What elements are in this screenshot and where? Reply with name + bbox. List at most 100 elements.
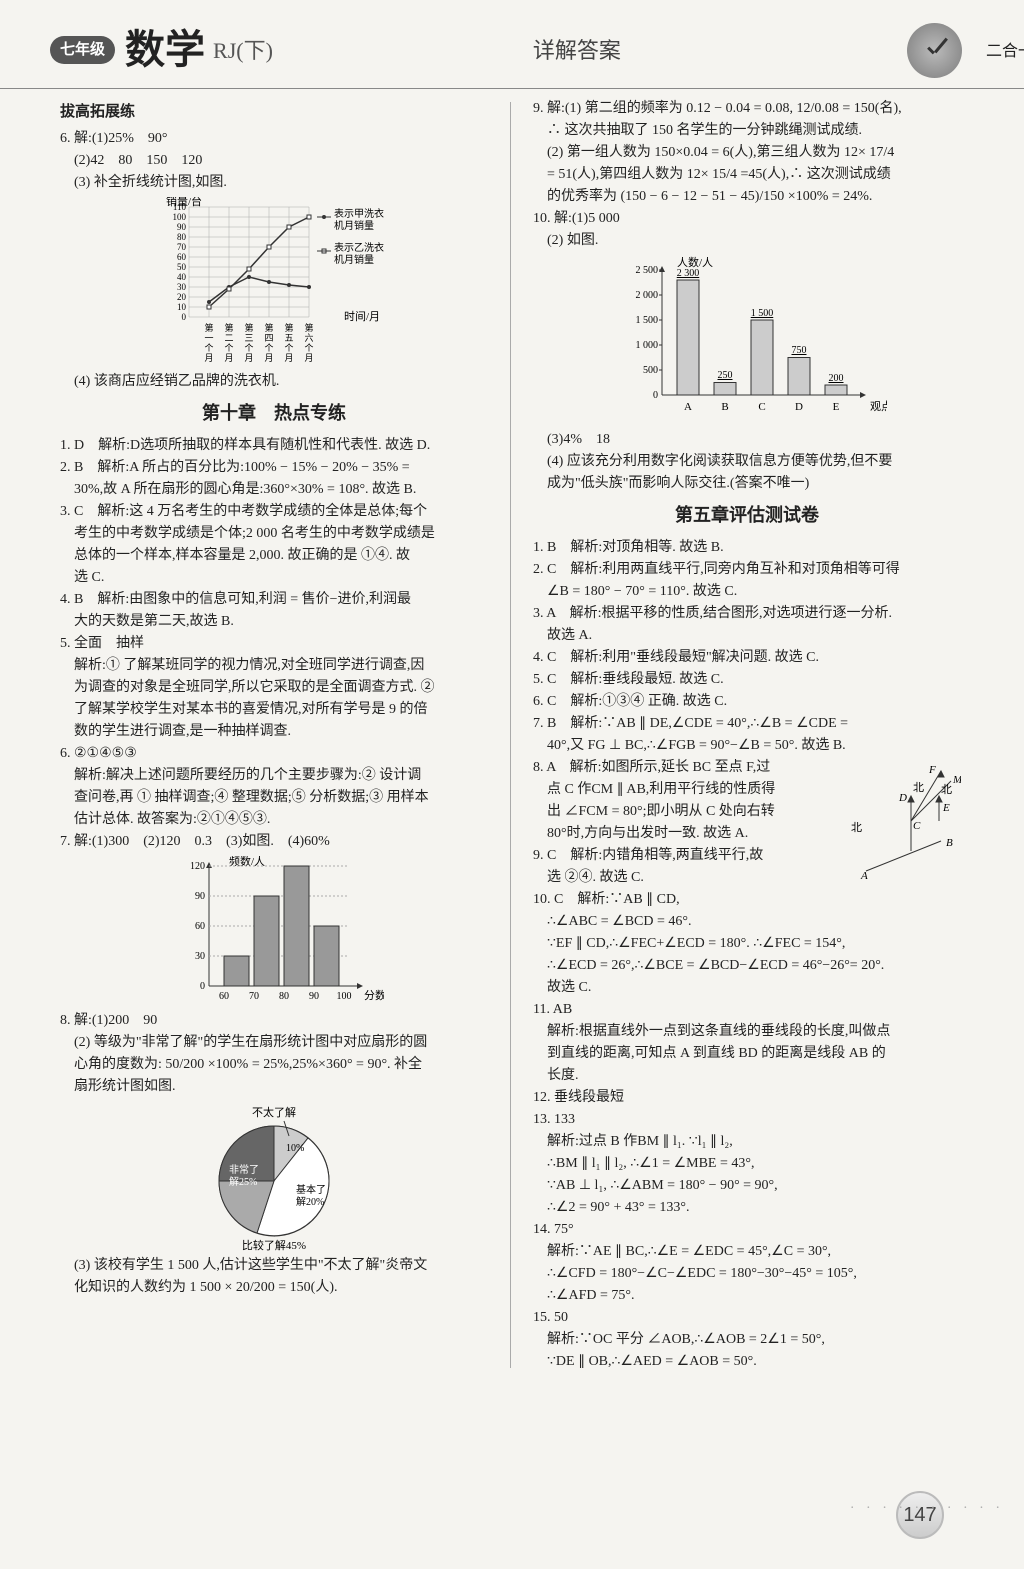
svg-text:五: 五 xyxy=(284,333,293,343)
l-q8e: (3) 该校有学生 1 500 人,估计这些学生中"不太了解"炎帝文 xyxy=(60,1255,488,1276)
q6-1: 6. 解:(1)25% 90° xyxy=(60,128,488,149)
r-11a: 11. AB xyxy=(533,999,961,1020)
l-q4b: 大的天数是第二天,故选 B. xyxy=(60,611,488,632)
r-3a: 3. A 解析:根据平移的性质,结合图形,对选项进行逐一分析. xyxy=(533,603,961,624)
svg-text:90: 90 xyxy=(309,991,319,1002)
section-tituo: 拔高拓展练 xyxy=(60,101,488,124)
r-14c: ∴∠CFD = 180°−∠C−∠EDC = 180°−30°−45° = 10… xyxy=(533,1263,961,1284)
svg-text:M: M xyxy=(952,774,961,786)
l-q2b: 30%,故 A 所在扇形的圆心角是:360°×30% = 108°. 故选 B. xyxy=(60,479,488,500)
l-q3d: 选 C. xyxy=(60,567,488,588)
r-10a: 10. C 解析:∵AB ∥ CD, xyxy=(533,889,961,910)
rj-label: RJ(下) xyxy=(213,34,273,67)
r-11b: 解析:根据直线外一点到这条直线的垂线段的长度,叫做点 xyxy=(533,1021,961,1042)
l-q5a: 5. 全面 抽样 xyxy=(60,633,488,654)
r-13a: 13. 133 xyxy=(533,1109,961,1130)
right-top-text: 二合一 xyxy=(986,40,1024,64)
svg-text:第: 第 xyxy=(264,322,273,333)
svg-text:第: 第 xyxy=(224,322,233,333)
svg-text:北: 北 xyxy=(941,783,952,796)
r-q9e: 的优秀率为 (150 − 6 − 12 − 51 − 45)/150 ×100%… xyxy=(533,186,961,207)
l-q5d: 了解某学校学生对某本书的喜爱情况,对所有学号是 9 的倍 xyxy=(60,699,488,720)
chart1-xlabel: 时间/月 xyxy=(344,310,380,323)
svg-text:80: 80 xyxy=(279,991,289,1002)
svg-text:70: 70 xyxy=(177,242,187,252)
svg-text:A: A xyxy=(684,401,692,413)
left-column: 拔高拓展练 6. 解:(1)25% 90° (2)42 80 150 120 (… xyxy=(60,97,500,1373)
svg-text:个: 个 xyxy=(224,343,233,353)
r-7a: 7. B 解析:∵AB ∥ DE,∠CDE = 40°,∴∠B = ∠CDE = xyxy=(533,713,961,734)
r-10d: ∴∠ECD = 26°,∴∠BCE = ∠BCD−∠ECD = 46°−26°=… xyxy=(533,955,961,976)
svg-text:1 500: 1 500 xyxy=(751,308,774,319)
svg-text:六: 六 xyxy=(304,332,313,343)
r-2a: 2. C 解析:利用两直线平行,同旁内角互补和对顶角相等可得 xyxy=(533,559,961,580)
chart2-xlabel: 分数/分 xyxy=(364,989,384,1002)
svg-text:750: 750 xyxy=(792,345,807,356)
r-12: 12. 垂线段最短 xyxy=(533,1087,961,1108)
r-15a: 15. 50 xyxy=(533,1307,961,1328)
l-q3a: 3. C 解析:这 4 万名考生的中考数学成绩的全体是总体;每个 xyxy=(60,501,488,522)
l-q6w: 估计总体. 故答案为:②①④⑤③. xyxy=(60,809,488,830)
svg-text:1 500: 1 500 xyxy=(636,315,659,326)
svg-text:100: 100 xyxy=(337,991,352,1002)
r-q10b: (2) 如图. xyxy=(533,230,961,251)
svg-text:120: 120 xyxy=(190,861,205,872)
svg-text:30: 30 xyxy=(177,282,187,292)
r-15c: ∵DE ∥ OB,∴∠AED = ∠AOB = 50°. xyxy=(533,1351,961,1372)
pie-top-label: 不太了解 xyxy=(252,1105,296,1119)
q6-4: (4) 该商店应经销乙品牌的洗衣机. xyxy=(60,371,488,392)
svg-text:B: B xyxy=(946,837,953,849)
l-q3b: 考生的中考数学成绩是个体;2 000 名考生的中考数学成绩是 xyxy=(60,523,488,544)
svg-text:月: 月 xyxy=(264,353,273,363)
svg-text:0: 0 xyxy=(200,981,205,992)
l-q8a: 8. 解:(1)200 90 xyxy=(60,1010,488,1031)
svg-text:个: 个 xyxy=(204,343,213,353)
svg-text:40: 40 xyxy=(177,272,187,282)
r-13c: ∴BM ∥ l₁ ∥ l₂, ∴∠1 = ∠MBE = 43°, xyxy=(533,1153,961,1174)
svg-text:60: 60 xyxy=(177,252,187,262)
svg-text:个: 个 xyxy=(304,343,313,353)
pie-bottom-label: 比较了解45% xyxy=(242,1238,306,1251)
l-q3c: 总体的一个样本,样本容量是 2,000. 故正确的是 ①④. 故 xyxy=(60,545,488,566)
svg-text:80: 80 xyxy=(177,232,187,242)
svg-text:三: 三 xyxy=(244,333,253,343)
svg-text:基本了: 基本了 xyxy=(296,1183,326,1196)
svg-text:北: 北 xyxy=(913,781,924,794)
r-13e: ∴∠2 = 90° + 43° = 133°. xyxy=(533,1197,961,1218)
chart-3-pie: 10% 基本了 解20% 非常了 解25% 不太了解 比较了解45% xyxy=(154,1101,394,1251)
svg-text:D: D xyxy=(898,792,907,804)
content-columns: 拔高拓展练 6. 解:(1)25% 90° (2)42 80 150 120 (… xyxy=(0,89,1024,1373)
l-q6z: 查问卷,再 ① 抽样调查;④ 整理数据;⑤ 分析数据;③ 用样本 xyxy=(60,787,488,808)
svg-text:20: 20 xyxy=(177,292,187,302)
r-q10a: 10. 解:(1)5 000 xyxy=(533,208,961,229)
l-q6y: 解析:解决上述问题所要经历的几个主要步骤为:② 设计调 xyxy=(60,765,488,786)
diagram-q8: AB CD EF M 北 北 北 xyxy=(851,761,961,881)
l-q1: 1. D 解析:D选项所抽取的样本具有随机性和代表性. 故选 D. xyxy=(60,435,488,456)
svg-text:E: E xyxy=(833,401,840,413)
svg-text:月: 月 xyxy=(204,353,213,363)
center-title: 详解答案 xyxy=(533,34,621,67)
r-13b: 解析:过点 B 作BM ∥ l₁. ∵l₁ ∥ l₂, xyxy=(533,1131,961,1152)
svg-text:B: B xyxy=(721,401,728,413)
svg-text:60: 60 xyxy=(219,991,229,1002)
l-q4a: 4. B 解析:由图象中的信息可知,利润 = 售价−进价,利润最 xyxy=(60,589,488,610)
r-q9a: 9. 解:(1) 第二组的频率为 0.12 − 0.04 = 0.08, 12/… xyxy=(533,98,961,119)
svg-text:2 500: 2 500 xyxy=(636,265,659,276)
l-q2a: 2. B 解析:A 所占的百分比为:100% − 15% − 20% − 35%… xyxy=(60,457,488,478)
r-4: 4. C 解析:利用"垂线段最短"解决问题. 故选 C. xyxy=(533,647,961,668)
svg-text:50: 50 xyxy=(177,262,187,272)
l-q8f: 化知识的人数约为 1 500 × 20/200 = 150(人). xyxy=(60,1277,488,1298)
svg-text:2 000: 2 000 xyxy=(636,290,659,301)
right-column: 9. 解:(1) 第二组的频率为 0.12 − 0.04 = 0.08, 12/… xyxy=(521,97,961,1373)
svg-text:月: 月 xyxy=(224,353,233,363)
r-3b: 故选 A. xyxy=(533,625,961,646)
svg-text:北: 北 xyxy=(851,821,862,834)
r-14a: 14. 75° xyxy=(533,1219,961,1240)
chart-4-bar: 人数/人 05001 000 1 5002 0002 500 xyxy=(607,255,887,425)
column-divider xyxy=(510,102,511,1368)
checkmark-badge xyxy=(894,20,974,80)
svg-text:500: 500 xyxy=(643,365,658,376)
svg-text:第: 第 xyxy=(244,322,253,333)
l-q8b: (2) 等级为"非常了解"的学生在扇形统计图中对应扇形的圆 xyxy=(60,1032,488,1053)
r-7b: 40°,又 FG ⊥ BC,∴∠FGB = 90°−∠B = 50°. 故选 B… xyxy=(533,735,961,756)
